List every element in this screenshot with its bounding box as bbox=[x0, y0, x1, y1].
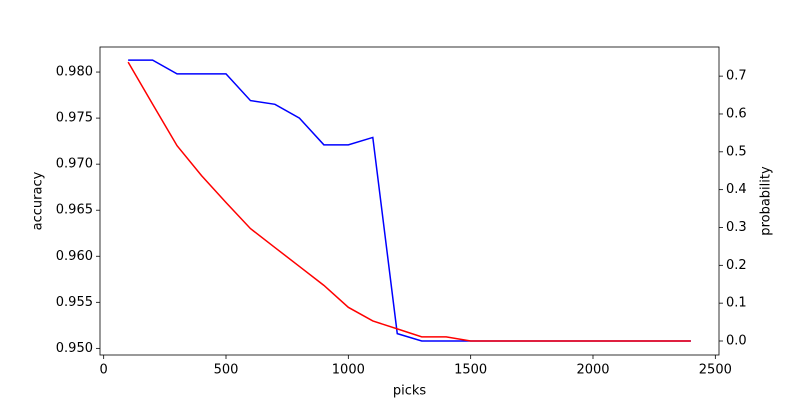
x-tick-label: 500 bbox=[214, 363, 239, 378]
series-line bbox=[128, 59, 691, 342]
y2-axis-label: probability bbox=[759, 166, 774, 236]
y2-tick-label: 0.7 bbox=[726, 69, 747, 84]
y-tick-label: 0.960 bbox=[56, 249, 93, 264]
y-tick-label: 0.950 bbox=[56, 341, 93, 356]
plot-frame bbox=[99, 46, 720, 356]
y2-tick-label: 0.3 bbox=[726, 220, 747, 235]
y-tick-label: 0.975 bbox=[56, 111, 93, 126]
y2-tick-label: 0.0 bbox=[726, 334, 747, 349]
y2-tick-label: 0.1 bbox=[726, 296, 747, 311]
y2-tick-label: 0.6 bbox=[726, 106, 747, 121]
x-tick-label: 2500 bbox=[699, 363, 732, 378]
y2-tick-label: 0.4 bbox=[726, 182, 747, 197]
series-line bbox=[127, 61, 691, 342]
y-axis-label: accuracy bbox=[31, 171, 46, 230]
x-tick-label: 0 bbox=[100, 363, 108, 378]
y2-tick-label: 0.5 bbox=[726, 144, 747, 159]
y2-tick-label: 0.2 bbox=[726, 258, 747, 273]
x-tick-label: 1500 bbox=[454, 363, 487, 378]
x-tick-label: 2000 bbox=[576, 363, 609, 378]
y-tick-label: 0.970 bbox=[56, 157, 93, 172]
y-tick-label: 0.965 bbox=[56, 203, 93, 218]
x-axis-label: picks bbox=[393, 384, 427, 399]
y-tick-label: 0.980 bbox=[56, 65, 93, 80]
x-tick-label: 1000 bbox=[332, 363, 365, 378]
y-tick-label: 0.955 bbox=[56, 295, 93, 310]
